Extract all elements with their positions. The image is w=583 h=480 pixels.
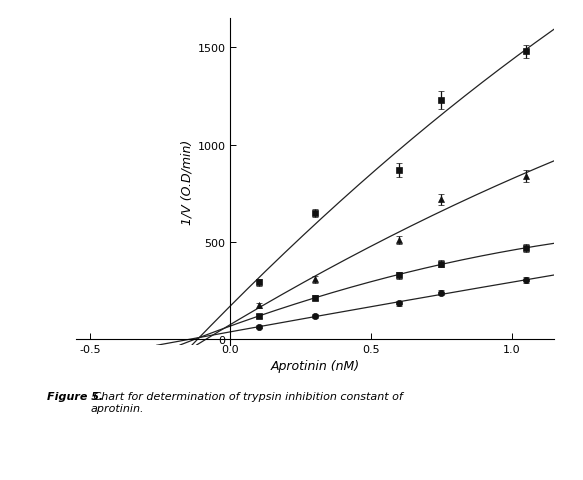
Text: Figure 5.: Figure 5. xyxy=(47,391,103,401)
Text: Chart for determination of trypsin inhibition constant of
aprotinin.: Chart for determination of trypsin inhib… xyxy=(90,391,403,413)
Y-axis label: 1/V (O.D/min): 1/V (O.D/min) xyxy=(180,140,194,225)
X-axis label: Aprotinin (nM): Aprotinin (nM) xyxy=(271,359,359,372)
